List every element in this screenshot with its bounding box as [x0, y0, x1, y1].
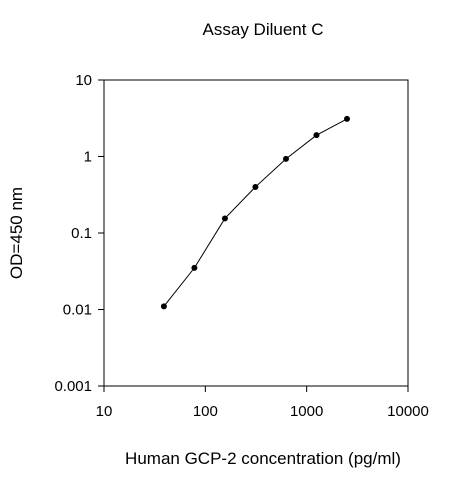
data-point: [252, 183, 259, 190]
y-tick-label: 0.001: [54, 378, 92, 395]
x-tick-label: 10000: [387, 403, 429, 420]
chart-title: Assay Diluent C: [203, 20, 324, 39]
data-point: [343, 115, 350, 122]
y-axis-ticks: 0.001 0.01 0.1 1 10: [54, 72, 104, 395]
series-line: [163, 118, 348, 307]
series-layer: [160, 115, 350, 310]
x-tick-label: 10: [96, 403, 113, 420]
data-point: [282, 155, 289, 162]
y-tick-label: 1: [84, 149, 92, 166]
x-tick-label: 1000: [290, 403, 323, 420]
x-axis-ticks: 10 100 1000 10000: [96, 386, 429, 420]
data-point: [221, 215, 228, 222]
data-point: [191, 264, 198, 271]
x-axis-title: Human GCP-2 concentration (pg/ml): [125, 449, 401, 468]
data-point: [313, 132, 320, 139]
y-tick-label: 0.1: [71, 225, 92, 242]
x-tick-label: 100: [193, 403, 218, 420]
y-tick-label: 0.01: [63, 302, 92, 319]
y-axis-title: OD=450 nm: [7, 187, 26, 279]
data-point: [160, 303, 167, 310]
y-tick-label: 10: [75, 72, 92, 89]
plot-frame: [103, 79, 409, 387]
plot-border: [103, 79, 409, 387]
